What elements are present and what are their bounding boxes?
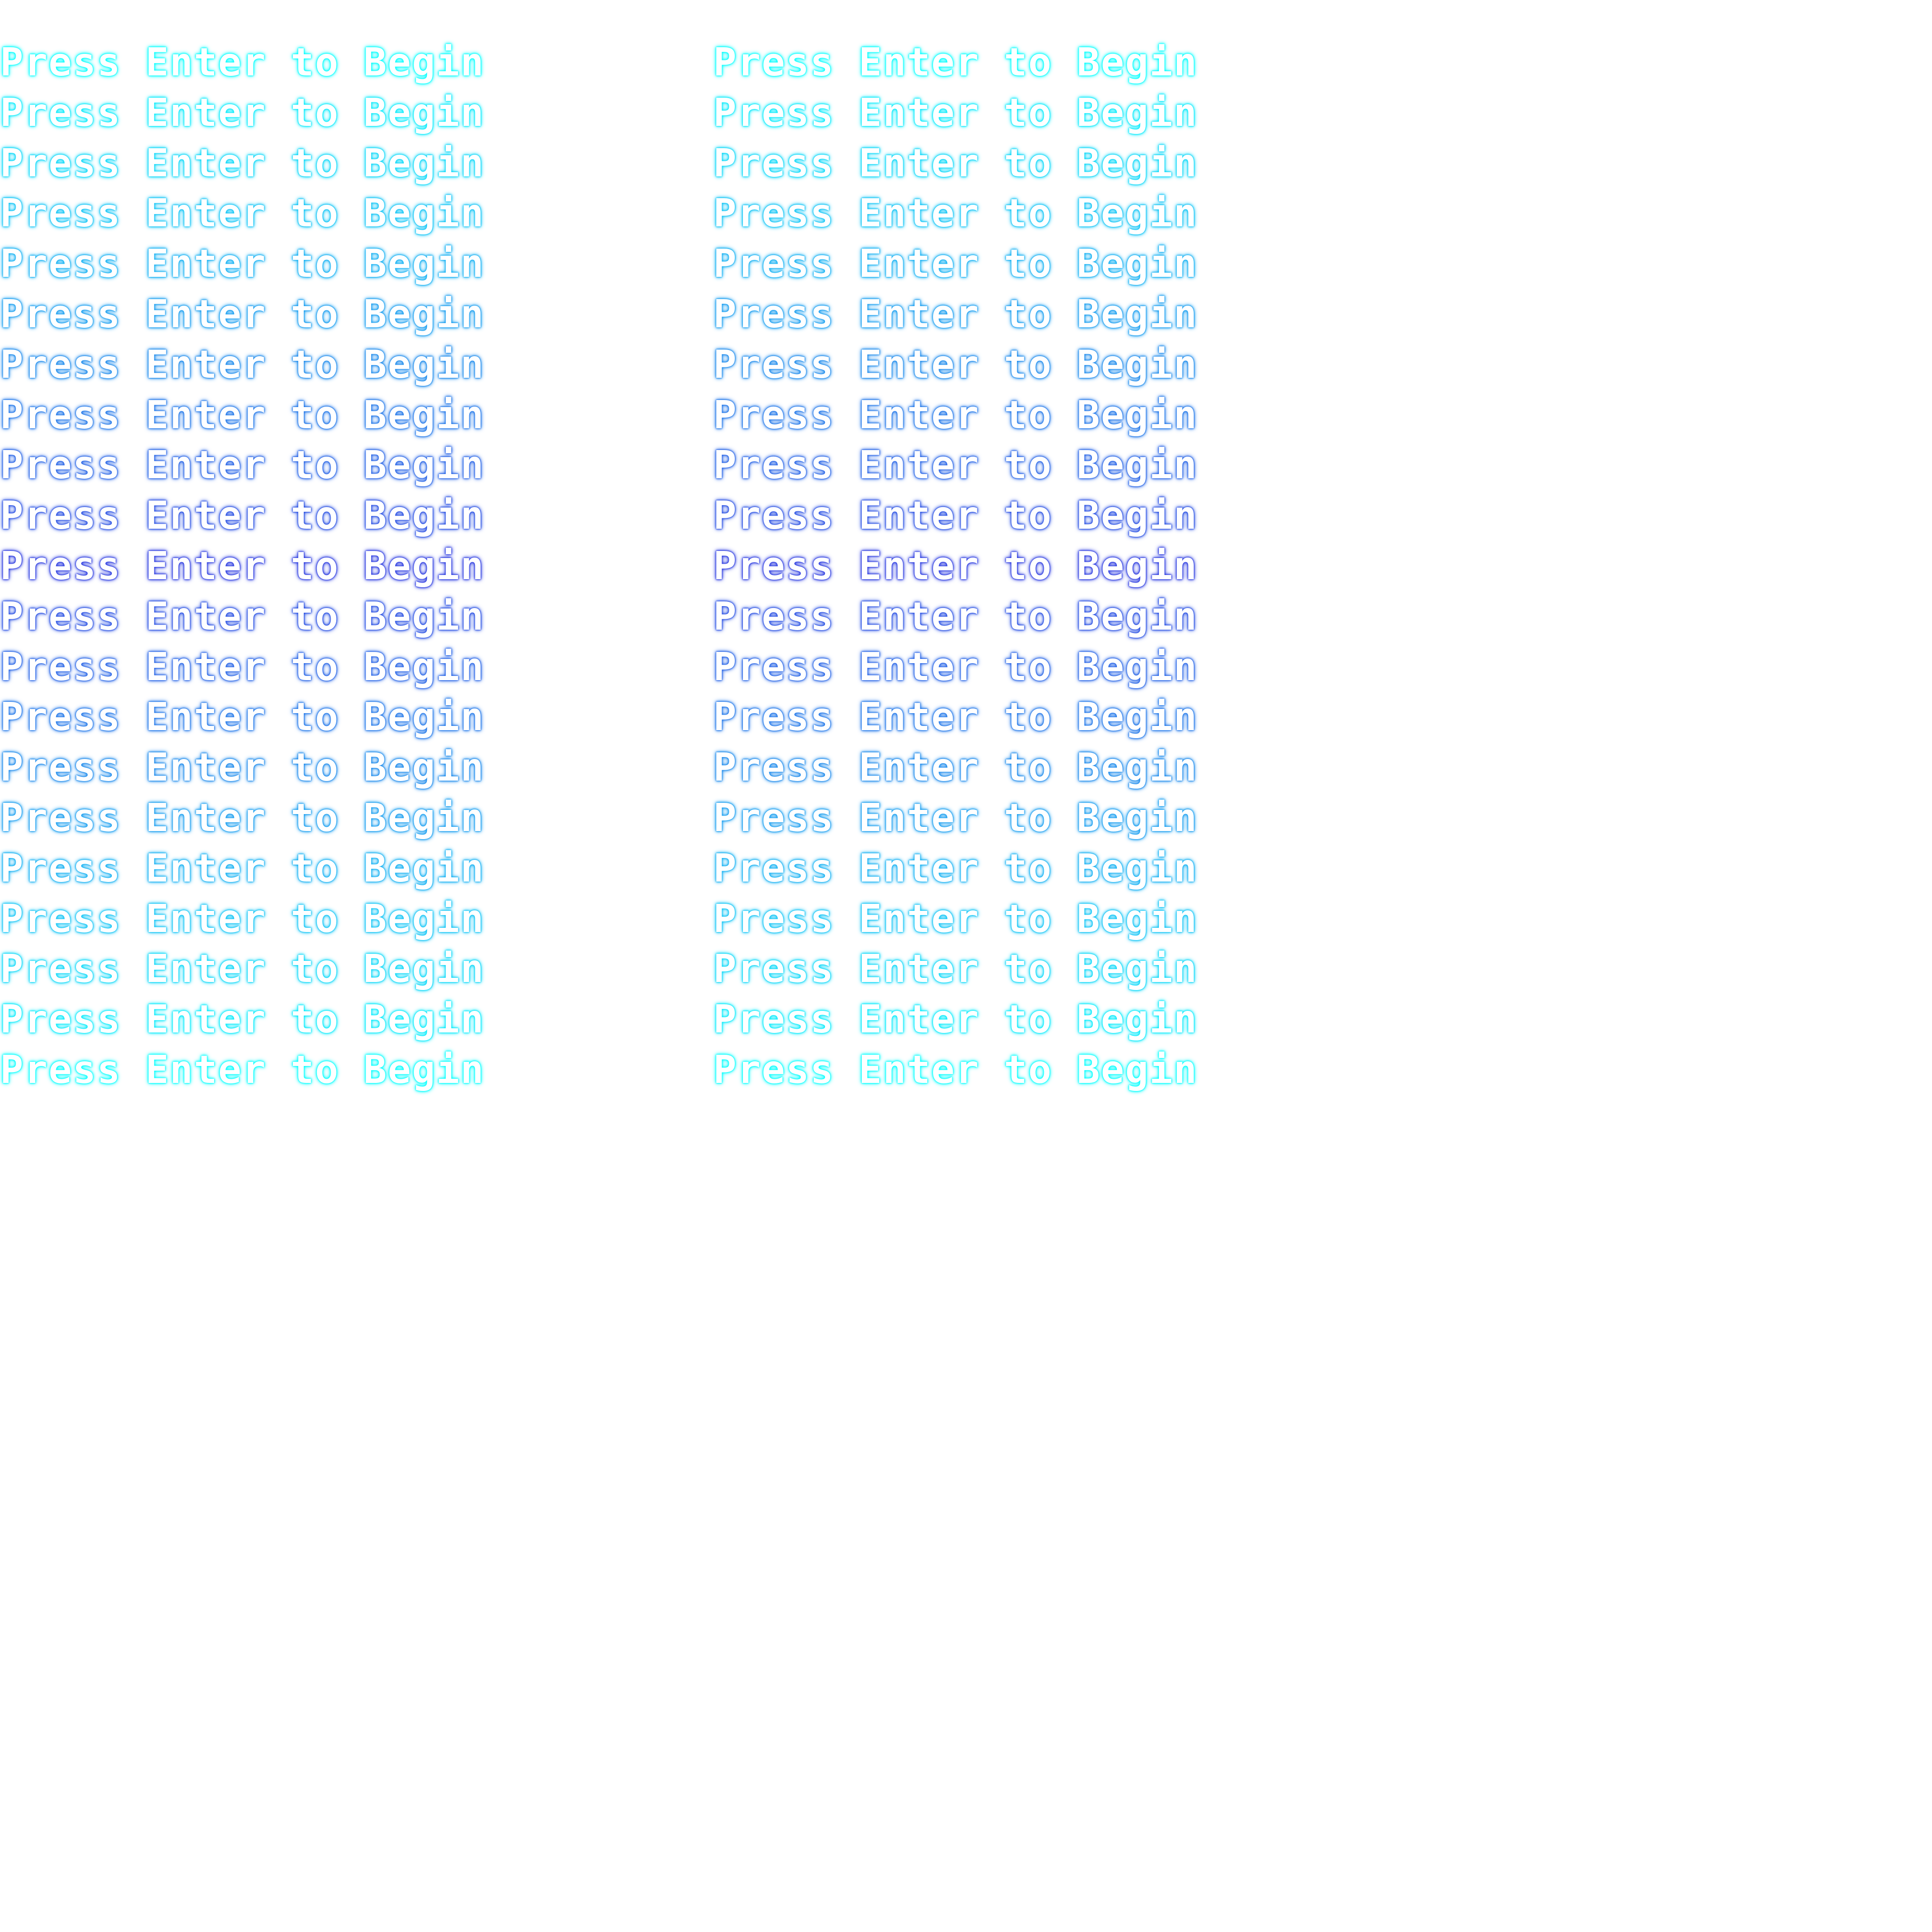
press-enter-prompt: Press Enter to Begin (0, 1048, 485, 1092)
press-enter-prompt: Press Enter to Begin (713, 896, 1198, 941)
press-enter-prompt: Press Enter to Begin (713, 342, 1198, 387)
press-enter-prompt: Press Enter to Begin (713, 242, 1198, 287)
press-enter-prompt: Press Enter to Begin (713, 292, 1198, 337)
press-enter-prompt: Press Enter to Begin (713, 141, 1198, 186)
press-enter-prompt: Press Enter to Begin (0, 292, 485, 337)
press-enter-prompt: Press Enter to Begin (713, 846, 1198, 891)
press-enter-prompt: Press Enter to Begin (0, 997, 485, 1042)
press-enter-prompt: Press Enter to Begin (713, 1048, 1198, 1092)
press-enter-prompt: Press Enter to Begin (713, 443, 1198, 488)
press-enter-prompt: Press Enter to Begin (713, 594, 1198, 639)
press-enter-prompt: Press Enter to Begin (713, 644, 1198, 690)
press-enter-prompt: Press Enter to Begin (0, 846, 485, 891)
press-enter-prompt: Press Enter to Begin (0, 745, 485, 791)
press-enter-prompt: Press Enter to Begin (0, 644, 485, 690)
press-enter-prompt: Press Enter to Begin (0, 896, 485, 941)
press-enter-prompt: Press Enter to Begin (0, 191, 485, 236)
press-enter-prompt: Press Enter to Begin (713, 947, 1198, 992)
press-enter-prompt: Press Enter to Begin (713, 695, 1198, 740)
press-enter-prompt: Press Enter to Begin (713, 796, 1198, 841)
press-enter-prompt: Press Enter to Begin (0, 594, 485, 639)
press-enter-prompt: Press Enter to Begin (713, 40, 1198, 85)
press-enter-prompt: Press Enter to Begin (713, 191, 1198, 236)
press-enter-prompt: Press Enter to Begin (713, 997, 1198, 1042)
press-enter-prompt: Press Enter to Begin (713, 544, 1198, 589)
press-enter-prompt: Press Enter to Begin (0, 90, 485, 135)
press-enter-prompt: Press Enter to Begin (0, 796, 485, 841)
press-enter-prompt: Press Enter to Begin (0, 40, 485, 85)
press-enter-prompt: Press Enter to Begin (713, 392, 1198, 438)
press-enter-prompt: Press Enter to Begin (0, 443, 485, 488)
press-enter-prompt: Press Enter to Begin (0, 947, 485, 992)
press-enter-prompt: Press Enter to Begin (713, 90, 1198, 135)
press-enter-prompt: Press Enter to Begin (0, 544, 485, 589)
press-enter-prompt: Press Enter to Begin (713, 493, 1198, 539)
press-enter-prompt: Press Enter to Begin (713, 745, 1198, 791)
press-enter-prompt: Press Enter to Begin (0, 242, 485, 287)
press-enter-prompt: Press Enter to Begin (0, 695, 485, 740)
press-enter-prompt: Press Enter to Begin (0, 493, 485, 539)
press-enter-prompt: Press Enter to Begin (0, 141, 485, 186)
press-enter-prompt: Press Enter to Begin (0, 392, 485, 438)
press-enter-prompt: Press Enter to Begin (0, 342, 485, 387)
